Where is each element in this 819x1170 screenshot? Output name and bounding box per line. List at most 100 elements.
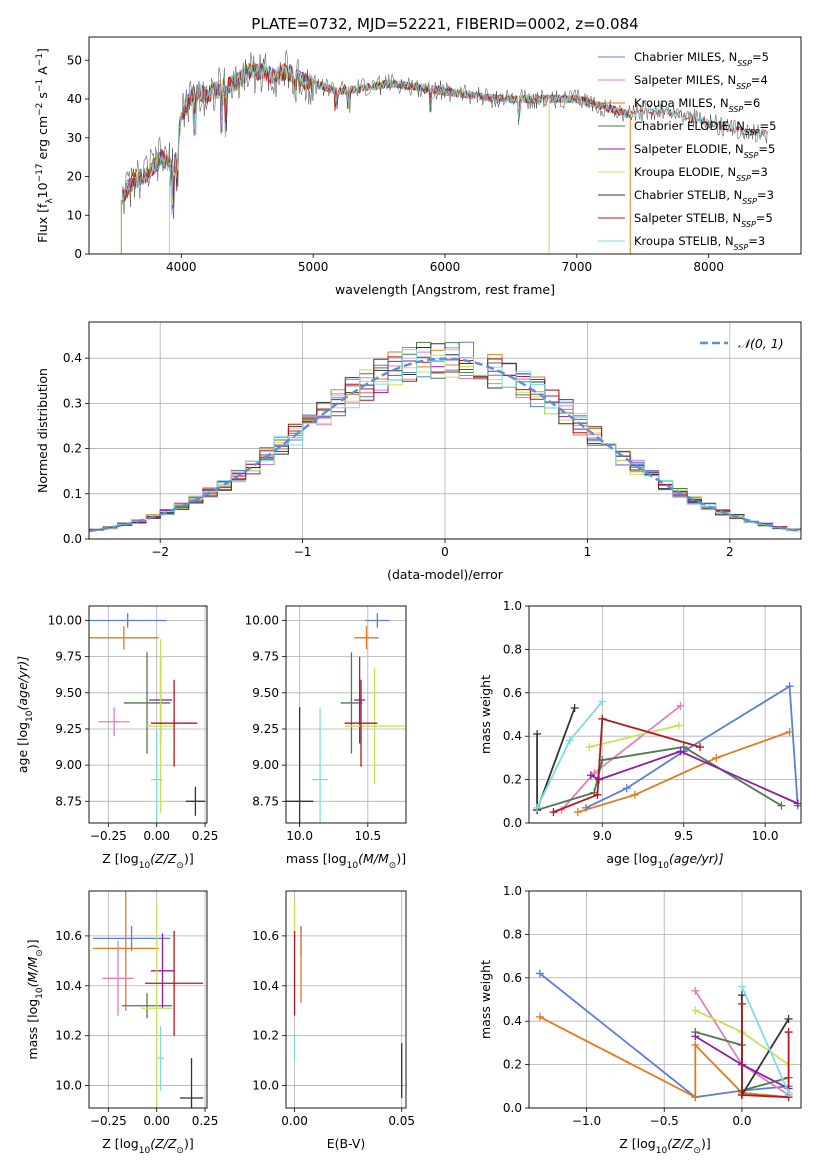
weight-marker-chabrier_stelib xyxy=(533,730,542,739)
y-tick-label: 10.4 xyxy=(252,979,279,993)
x-axis-label: wavelength [Angstrom, rest frame] xyxy=(335,282,555,297)
errorbars xyxy=(89,613,206,823)
spectrum-line-salpeter_stelib xyxy=(121,63,768,207)
weight-marker-chabrier_miles xyxy=(785,682,794,691)
weight-marker-kroupa_miles xyxy=(691,1093,700,1102)
x-tick-label: 0.00 xyxy=(143,1114,170,1128)
weight-marker-salpeter_miles xyxy=(676,701,685,710)
y-tick-label: 0.4 xyxy=(503,1014,522,1028)
weight-marker-salpeter_stelib xyxy=(598,714,607,723)
weight-marker-kroupa_miles xyxy=(573,808,582,817)
x-tick-label: −0.25 xyxy=(90,829,127,843)
histogram-kroupa_stelib xyxy=(89,349,801,531)
y-tick-label: 9.25 xyxy=(252,722,279,736)
weight-marker-kroupa_miles xyxy=(712,753,721,762)
weight-line-salpeter_elodie xyxy=(590,750,799,805)
weight-marker-salpeter_elodie xyxy=(676,747,685,756)
weight-vs-metallicity-panel: −1.0 −0.5 0.0 0.0 0.2 0.4 0.6 0.8 1.0 Z [log10(Z/… xyxy=(478,884,802,1156)
weight-vs-age-panel: 9.0 9.5 10.0 0.0 0.2 0.4 0.6 0.8 1.0 age [log10(a… xyxy=(478,599,802,871)
y-tick-label: 10 xyxy=(67,208,82,222)
spectrum-line-kroupa_elodie xyxy=(121,62,630,206)
weight-marker-salpeter_elodie xyxy=(691,1032,700,1041)
weight-marker-salpeter_elodie xyxy=(793,799,801,808)
x-tick-label: 0.0 xyxy=(732,1114,751,1128)
y-tick-label: 0.8 xyxy=(503,642,522,656)
x-tick-label: −0.5 xyxy=(650,1114,679,1128)
mass-vs-extinction-panel: 0.00 0.05 10.0 10.2 10.4 10.6 E(B-V) xyxy=(252,890,415,1151)
y-tick-label: 0.8 xyxy=(503,927,522,941)
x-tick-label: 1 xyxy=(584,545,592,559)
y-tick-label: 50 xyxy=(67,53,82,67)
x-tick-label: 0.05 xyxy=(388,1114,415,1128)
y-tick-label: 10.6 xyxy=(252,929,279,943)
y-axis-label: mass [log10(M/M⊙)] xyxy=(25,939,45,1059)
y-tick-label: 10.2 xyxy=(252,1029,279,1043)
x-tick-label: 0.25 xyxy=(192,829,219,843)
y-tick-label: 20 xyxy=(67,170,82,184)
y-tick-label: 0.4 xyxy=(503,729,522,743)
errorbars xyxy=(92,891,204,1108)
legend-entry: Chabrier MILES, NSSP=5 xyxy=(634,50,769,68)
y-tick-label: 0.0 xyxy=(63,532,82,546)
axes-frame xyxy=(285,890,407,1109)
x-axis-label: Z [log10(Z/Z⊙)] xyxy=(102,851,193,871)
weight-marker-kroupa_miles xyxy=(691,1041,700,1050)
weight-marker-kroupa_miles xyxy=(785,727,794,736)
y-tick-label: 0.0 xyxy=(503,1101,522,1115)
x-tick-label: 0.25 xyxy=(192,1114,219,1128)
legend-entry: Kroupa ELODIE, NSSP=3 xyxy=(634,165,768,183)
weight-marker-kroupa_miles xyxy=(630,790,639,799)
histogram-group xyxy=(89,341,801,533)
x-axis-label: E(B-V) xyxy=(327,1136,366,1151)
weight-line-chabrier_miles xyxy=(539,972,789,1099)
y-tick-label: 1.0 xyxy=(503,599,522,613)
y-axis-label: age [log10(age/yr)] xyxy=(15,656,35,773)
axes-frame xyxy=(528,890,802,1109)
x-tick-label: 0.00 xyxy=(143,829,170,843)
x-tick-label: −1.0 xyxy=(572,1114,601,1128)
weight-marker-chabrier_stelib xyxy=(570,703,579,712)
weight-marker-kroupa_stelib xyxy=(598,697,607,706)
y-tick-label: 0.2 xyxy=(503,773,522,787)
y-tick-label: 10.6 xyxy=(55,929,82,943)
y-tick-label: 9.75 xyxy=(55,650,82,664)
x-tick-label: 9.0 xyxy=(593,829,612,843)
weight-marker-kroupa_elodie xyxy=(674,721,683,730)
y-tick-label: 0.2 xyxy=(63,442,82,456)
x-axis-label: mass [log10(M/M⊙)] xyxy=(286,851,406,871)
weight-marker-kroupa_miles xyxy=(535,1012,544,1021)
y-tick-label: 0.0 xyxy=(503,816,522,830)
x-axis-label: Z [log10(Z/Z⊙)] xyxy=(102,1136,193,1156)
weight-marker-salpeter_stelib xyxy=(549,808,558,817)
weight-line-kroupa_miles xyxy=(577,731,790,813)
weight-marker-salpeter_stelib xyxy=(593,790,602,799)
weight-line-salpeter_stelib xyxy=(553,717,701,813)
y-tick-label: 9.50 xyxy=(55,686,82,700)
y-axis-label: Normed distribution xyxy=(35,368,50,493)
x-tick-label: 4000 xyxy=(166,260,197,274)
y-tick-label: 10.00 xyxy=(48,613,82,627)
y-tick-label: 0.6 xyxy=(503,686,522,700)
weight-marker-kroupa_elodie xyxy=(691,1006,700,1015)
weight-line-salpeter_stelib xyxy=(741,1003,790,1099)
weight-marker-kroupa_stelib xyxy=(565,736,574,745)
y-tick-label: 9.75 xyxy=(252,650,279,664)
errorbars xyxy=(286,613,405,823)
y-tick-label: 9.00 xyxy=(252,758,279,772)
axes-frame xyxy=(88,321,802,540)
weight-marker-salpeter_elodie xyxy=(586,771,595,780)
histogram-kroupa_elodie xyxy=(89,354,801,532)
spectrum-panel: 4000 5000 6000 7000 8000 0 10 20 30 40 50 wavelengt… xyxy=(35,36,802,297)
weight-marker-chabrier_stelib xyxy=(737,991,746,1000)
weight-marker-salpeter_miles xyxy=(691,986,700,995)
x-tick-label: 10.0 xyxy=(752,829,779,843)
errorbars xyxy=(293,898,403,1099)
legend-entry: Chabrier STELIB, NSSP=3 xyxy=(634,188,774,206)
y-axis-label: mass weight xyxy=(478,960,493,1039)
weight-lines xyxy=(533,682,801,817)
y-tick-label: 0.6 xyxy=(503,971,522,985)
y-tick-label: 10.2 xyxy=(55,1029,82,1043)
axes-frame xyxy=(88,890,208,1109)
y-tick-label: 0.3 xyxy=(63,396,82,410)
